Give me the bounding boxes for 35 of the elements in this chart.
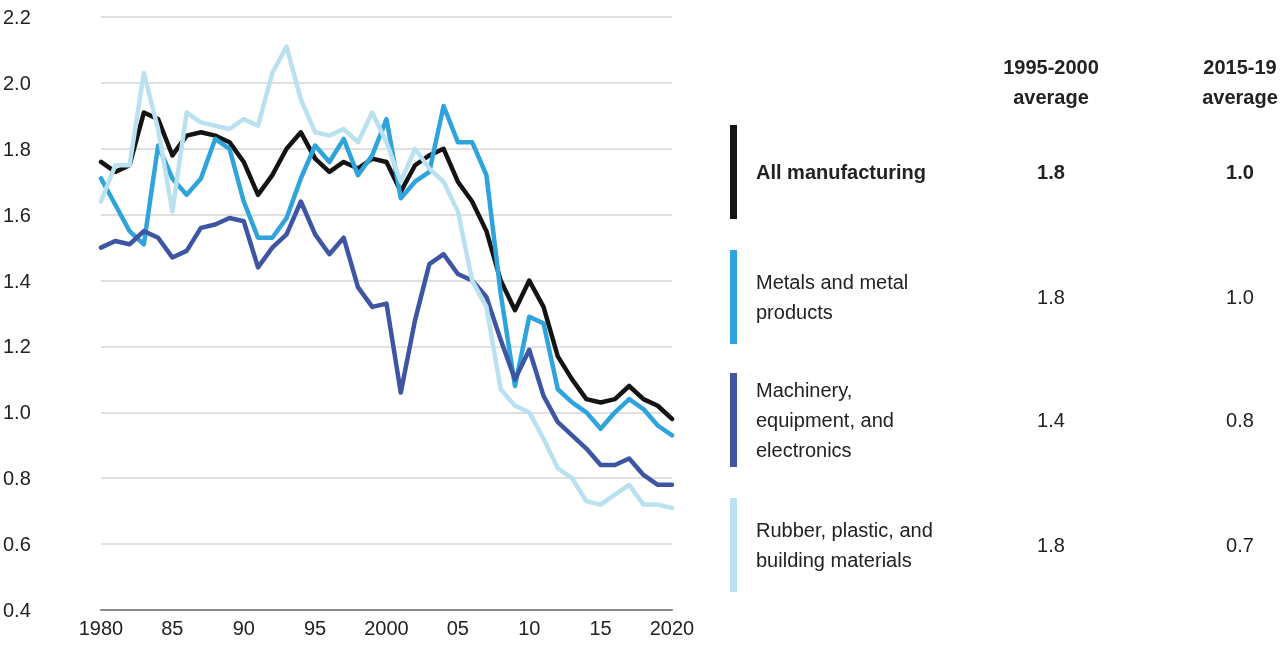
x-tick-label: 1980: [78, 617, 124, 639]
x-tick-label: 05: [446, 617, 469, 639]
y-tick-label: 1.4: [3, 269, 31, 292]
y-tick-label: 1.2: [3, 335, 31, 358]
text: 0.8: [1225, 408, 1255, 432]
x-tick-label: 95: [304, 617, 327, 639]
x-tick-label: 85: [161, 617, 184, 639]
text: 2015-19 average: [1201, 55, 1279, 110]
y-tick-label: 1.0: [3, 401, 31, 424]
x-tick-label: 10: [518, 617, 541, 639]
text: 1.8: [1036, 533, 1066, 557]
text: All manufacturing: [756, 160, 927, 185]
x-tick-label: 90: [232, 617, 255, 639]
line-series: [98, 199, 675, 488]
line-series: [98, 44, 675, 511]
y-tick-label: 1.8: [3, 137, 31, 160]
x-tick-label: 2020: [649, 617, 695, 639]
text: 1.0: [1225, 285, 1255, 309]
x-tick-label: 2000: [364, 617, 409, 639]
text: 0.7: [1225, 533, 1255, 557]
y-tick-label: 0.8: [3, 467, 31, 490]
text: 1.4: [1036, 408, 1066, 432]
text: 1.0: [1225, 160, 1255, 184]
text: Machinery, equipment, and electronics: [756, 378, 895, 463]
text: Rubber, plastic, and building materials: [756, 518, 934, 573]
y-tick-label: 0.4: [3, 599, 31, 621]
text: 1.8: [1036, 160, 1066, 184]
y-tick-label: 1.6: [3, 203, 31, 226]
text: 1.8: [1036, 285, 1066, 309]
x-tick-label: 15: [589, 617, 612, 639]
y-tick-label: 2.2: [3, 6, 31, 28]
y-tick-label: 2.0: [3, 71, 31, 94]
text: Metals and metal products: [756, 270, 910, 325]
text: 1995-2000 average: [1002, 55, 1100, 110]
y-tick-label: 0.6: [3, 533, 31, 556]
